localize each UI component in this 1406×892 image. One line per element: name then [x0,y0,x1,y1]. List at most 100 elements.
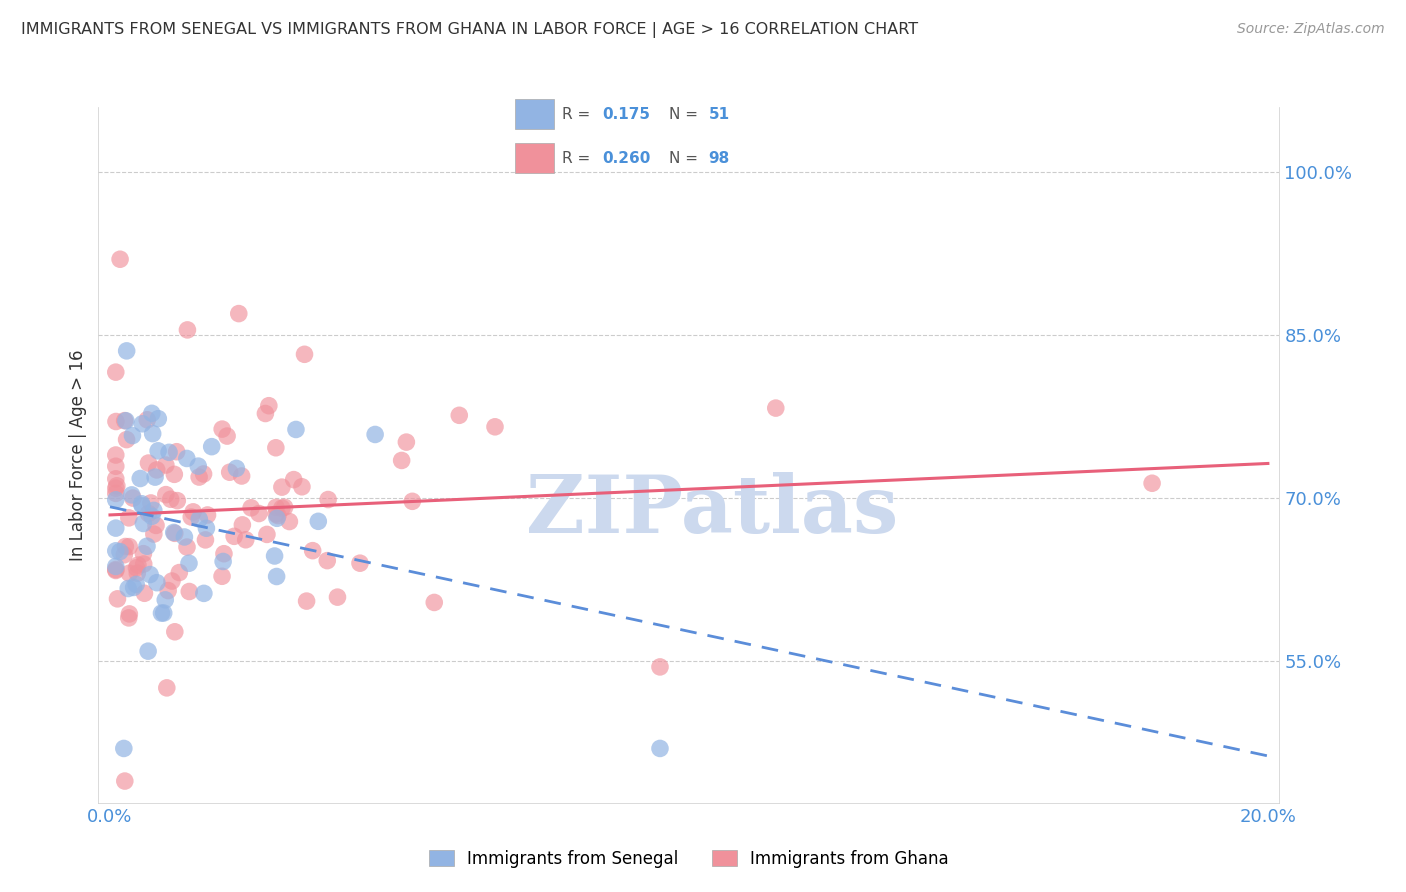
Point [266,569,288,583]
Point [107,591,129,606]
Point [112,741,135,756]
Text: 0.175: 0.175 [602,106,650,121]
Point [143,470,166,484]
Point [118,566,141,581]
Point [114,774,136,789]
Point [193,586,215,600]
Point [240,500,263,515]
Point [105,479,128,493]
Point [264,441,287,455]
Point [176,451,198,466]
Point [134,586,156,600]
Point [166,444,188,458]
Point [127,558,149,573]
Point [132,516,155,531]
Point [156,681,179,695]
Point [118,611,141,625]
Point [284,422,307,436]
Point [104,415,127,429]
Point [307,514,329,528]
Point [142,527,165,541]
Point [225,461,247,475]
Point [169,566,191,580]
Point [217,429,239,443]
Point [163,526,186,541]
Point [181,505,204,519]
Point [163,467,186,482]
Point [121,428,143,442]
Point [326,590,349,604]
Point [212,554,235,568]
Text: ZIPatlas: ZIPatlas [526,472,898,549]
Point [177,556,200,570]
Text: R =: R = [562,151,596,166]
Point [231,517,253,532]
Point [195,521,218,535]
Point [104,559,127,574]
Point [104,472,127,486]
Point [157,583,180,598]
Point [264,500,287,515]
Point [235,533,257,547]
Point [163,624,186,639]
Point [122,491,145,505]
Point [166,493,188,508]
Point [423,595,446,609]
Point [484,419,506,434]
Point [270,501,292,516]
Point [291,480,314,494]
Point [150,606,173,620]
Text: 98: 98 [709,151,730,166]
Point [179,584,201,599]
Point [122,581,145,595]
Point [142,426,165,441]
Point [114,414,136,428]
Point [231,469,253,483]
Point [145,518,167,533]
Point [136,413,159,427]
Point [765,401,787,416]
Point [146,463,169,477]
Point [138,507,160,521]
Point [125,561,148,575]
Point [141,406,163,420]
Text: N =: N = [669,151,703,166]
Text: 51: 51 [709,106,730,121]
Point [157,445,180,459]
Point [391,453,413,467]
Point [270,480,292,494]
Point [138,456,160,470]
Point [267,508,290,523]
Point [254,407,277,421]
Text: 0.260: 0.260 [602,151,650,166]
Point [115,343,138,358]
Point [139,496,162,510]
Point [263,549,285,563]
Point [104,481,127,495]
Point [112,548,135,562]
Point [163,525,186,540]
Point [108,544,131,558]
Point [121,488,143,502]
Bar [515,98,554,129]
Text: IMMIGRANTS FROM SENEGAL VS IMMIGRANTS FROM GHANA IN LABOR FORCE | AGE > 16 CORRE: IMMIGRANTS FROM SENEGAL VS IMMIGRANTS FR… [21,22,918,38]
Point [283,473,305,487]
Point [132,547,155,561]
Point [301,543,323,558]
Point [117,582,139,596]
Point [127,566,149,581]
Point [159,492,181,507]
Point [118,540,141,554]
Point [211,422,233,436]
Point [294,347,316,361]
Point [146,443,169,458]
Point [118,511,141,525]
Bar [515,143,554,173]
Point [146,575,169,590]
Point [131,497,153,511]
Point [108,252,131,267]
Point [212,547,235,561]
Point [224,529,246,543]
Point [648,741,671,756]
Point [257,399,280,413]
